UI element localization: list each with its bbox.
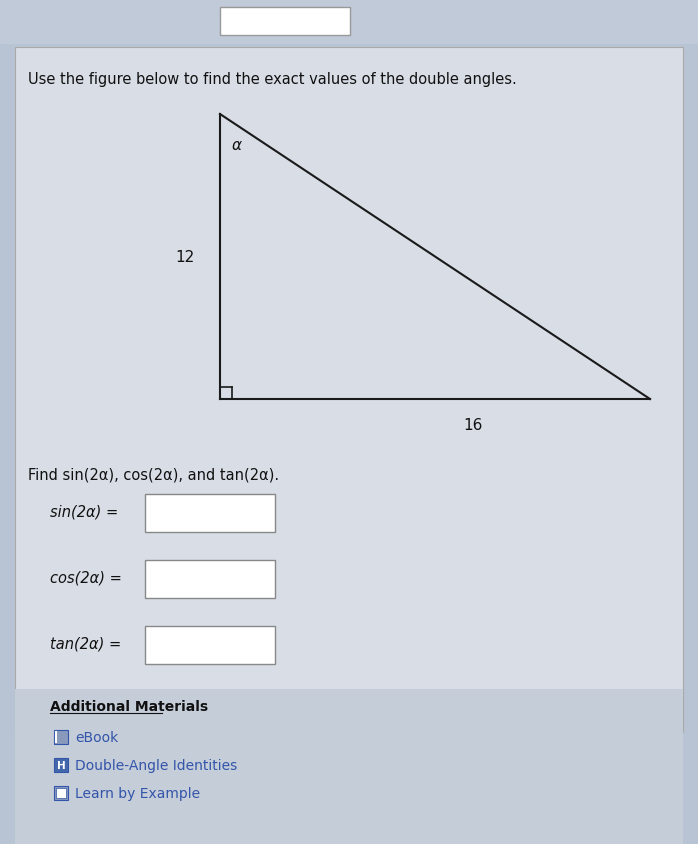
FancyBboxPatch shape (56, 788, 66, 798)
Text: eBook: eBook (75, 730, 118, 744)
FancyBboxPatch shape (54, 786, 68, 800)
FancyBboxPatch shape (145, 626, 275, 664)
Text: α: α (232, 138, 242, 153)
Text: Find sin(2α), cos(2α), and tan(2α).: Find sin(2α), cos(2α), and tan(2α). (28, 468, 279, 483)
Bar (15, 690, 683, 844)
Text: Use the figure below to find the exact values of the double angles.: Use the figure below to find the exact v… (28, 72, 517, 87)
FancyBboxPatch shape (54, 758, 68, 772)
Text: Learn by Example: Learn by Example (75, 786, 200, 800)
Bar (15, 48, 683, 732)
FancyBboxPatch shape (54, 730, 68, 744)
FancyBboxPatch shape (220, 8, 350, 36)
Text: 12: 12 (175, 250, 195, 265)
FancyBboxPatch shape (145, 560, 275, 598)
FancyBboxPatch shape (145, 495, 275, 533)
Text: H: H (57, 760, 66, 770)
Text: cos(2α) =: cos(2α) = (50, 570, 122, 585)
Text: Additional Materials: Additional Materials (50, 699, 208, 713)
Bar (0, 0, 698, 45)
Text: 16: 16 (463, 418, 483, 432)
Text: sin(2α) =: sin(2α) = (50, 504, 118, 519)
Text: tan(2α) =: tan(2α) = (50, 636, 121, 651)
Text: Double-Angle Identities: Double-Angle Identities (75, 758, 237, 772)
